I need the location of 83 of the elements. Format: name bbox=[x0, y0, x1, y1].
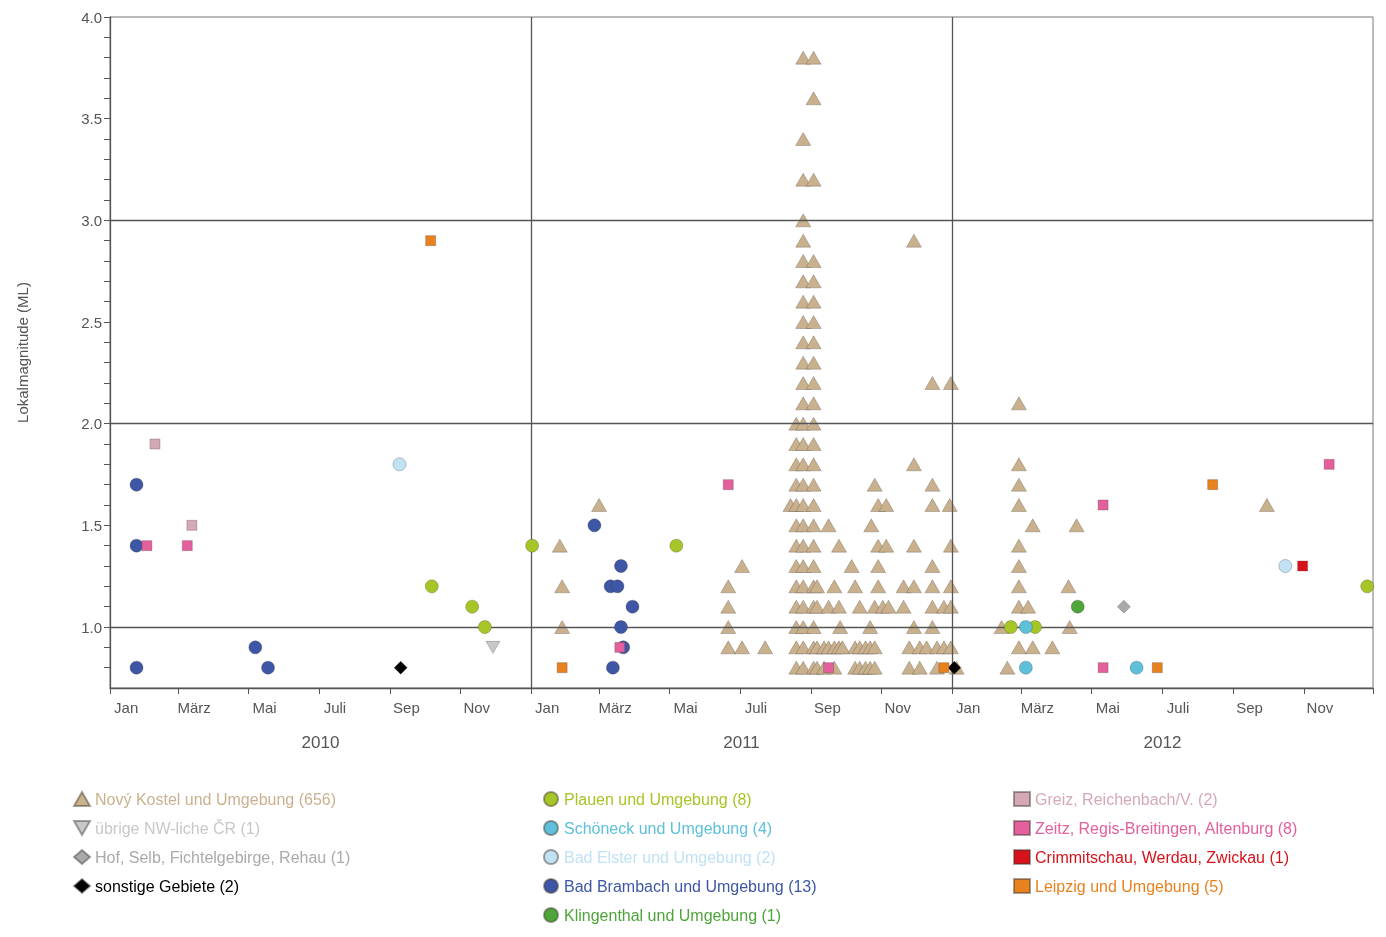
point bbox=[938, 662, 950, 673]
point bbox=[129, 538, 144, 553]
point bbox=[625, 599, 640, 614]
y-tick-label: 3.5 bbox=[81, 110, 102, 128]
x-tick-label: Juli bbox=[323, 699, 347, 716]
point bbox=[129, 660, 144, 675]
point bbox=[614, 620, 628, 634]
point bbox=[1004, 620, 1018, 634]
point bbox=[614, 642, 626, 653]
point bbox=[181, 540, 193, 551]
text: 2010 bbox=[301, 732, 340, 752]
point bbox=[556, 662, 568, 673]
legend-label: Zeitz, Regis-Breitingen, Altenburg (8) bbox=[1035, 819, 1298, 837]
point bbox=[1019, 660, 1033, 675]
x-tick-label: Jan bbox=[535, 699, 560, 716]
point bbox=[1097, 499, 1109, 511]
y-tick-label: 2.0 bbox=[81, 415, 102, 433]
point bbox=[1323, 459, 1335, 470]
point bbox=[1278, 559, 1293, 573]
point bbox=[392, 457, 407, 472]
x-tick-label: Sep bbox=[814, 699, 841, 716]
x-tick-label: Sep bbox=[393, 699, 420, 716]
legend-label: Crimmitschau, Werdau, Zwickau (1) bbox=[1035, 848, 1289, 866]
x-tick-label: Jan bbox=[114, 699, 139, 716]
point bbox=[248, 640, 263, 655]
point bbox=[393, 660, 408, 675]
legend-label: Nový Kostel und Umgebung (656) bbox=[95, 790, 337, 808]
point bbox=[1152, 662, 1163, 673]
legend-label: sonstige Gebiete (2) bbox=[95, 877, 240, 895]
point bbox=[1129, 660, 1144, 675]
x-tick-label: Juli bbox=[1166, 699, 1190, 716]
legend-label: Leipzig und Umgebung (5) bbox=[1035, 877, 1224, 895]
point bbox=[606, 660, 620, 675]
point bbox=[149, 438, 161, 450]
point bbox=[1207, 479, 1218, 490]
legend-label: Schöneck und Umgebung (4) bbox=[564, 819, 773, 837]
point bbox=[587, 518, 602, 533]
point bbox=[722, 479, 734, 490]
x-tick-label: Jan bbox=[956, 699, 981, 716]
y-tick-label: 1.0 bbox=[81, 618, 102, 636]
point bbox=[261, 660, 275, 675]
x-tick-label: Nov bbox=[463, 699, 491, 716]
x-tick-label: Nov bbox=[1306, 699, 1334, 716]
point bbox=[478, 620, 492, 634]
point bbox=[669, 538, 684, 553]
x-tick-label: Mai bbox=[252, 699, 277, 716]
legend-label: Hof, Selb, Fichtelgebirge, Rehau (1) bbox=[95, 848, 351, 866]
point bbox=[610, 579, 625, 594]
point bbox=[1117, 599, 1131, 614]
y-tick-label: 1.5 bbox=[81, 516, 102, 534]
point bbox=[186, 520, 198, 531]
text: 2011 bbox=[723, 732, 760, 752]
point bbox=[129, 477, 144, 492]
y-axis-title: Lokalmagnitude (ML) bbox=[14, 282, 31, 423]
legend-label: Plauen und Umgebung (8) bbox=[564, 790, 752, 808]
text: 2012 bbox=[1143, 732, 1182, 752]
point bbox=[141, 540, 153, 551]
point bbox=[425, 235, 436, 246]
legend-label: Bad Elster und Umgebung (2) bbox=[564, 848, 776, 866]
x-tick-label: Mai bbox=[1095, 699, 1120, 716]
point bbox=[614, 559, 628, 573]
point bbox=[1070, 599, 1085, 614]
point bbox=[465, 599, 479, 614]
x-tick-label: Juli bbox=[744, 699, 768, 716]
x-tick-label: März bbox=[177, 699, 211, 716]
x-tick-label: Sep bbox=[1236, 699, 1263, 716]
point bbox=[1360, 579, 1375, 594]
legend-label: Klingenthal und Umgebung (1) bbox=[564, 906, 782, 924]
point bbox=[485, 641, 501, 654]
point bbox=[1097, 662, 1109, 673]
x-tick-label: März bbox=[1020, 699, 1055, 716]
point bbox=[525, 538, 539, 553]
y-tick-label: 2.5 bbox=[81, 313, 102, 331]
legend-label: Bad Brambach und Umgebung (13) bbox=[564, 877, 817, 895]
point bbox=[425, 579, 439, 594]
legend-label: Greiz, Reichenbach/V. (2) bbox=[1035, 790, 1218, 808]
y-tick-label: 3.0 bbox=[81, 211, 102, 229]
point bbox=[1019, 620, 1033, 634]
x-tick-label: Nov bbox=[884, 699, 912, 716]
y-tick-label: 4.0 bbox=[81, 8, 102, 26]
x-tick-label: Mai bbox=[673, 699, 698, 716]
x-tick-label: März bbox=[598, 699, 632, 716]
point bbox=[1297, 560, 1308, 572]
